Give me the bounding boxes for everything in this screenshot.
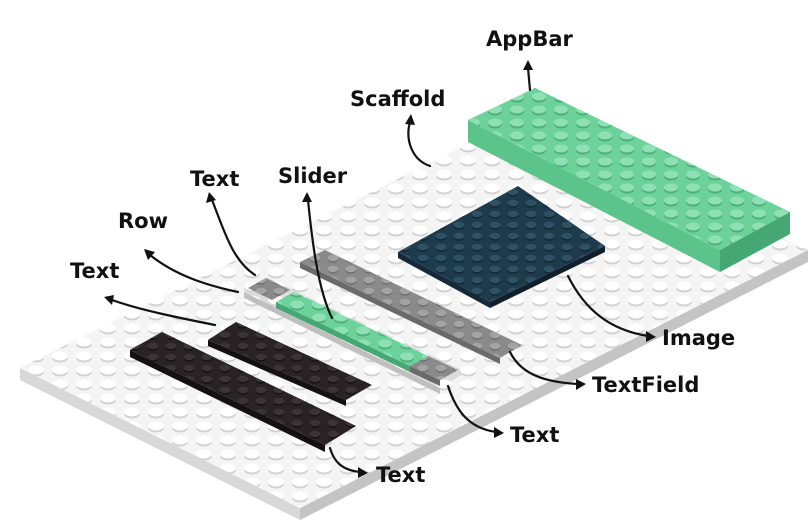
textfield-plate-studs xyxy=(300,250,522,358)
baseplate-side-left xyxy=(20,368,300,520)
text-top-brick-studs xyxy=(248,278,290,300)
text-mid-brick-studs xyxy=(410,356,458,380)
arrow-textfield xyxy=(508,350,580,386)
appbar-brick-side-right xyxy=(720,212,790,272)
arrows xyxy=(104,60,656,478)
arrowhead-textfield xyxy=(576,379,586,390)
arrow-row xyxy=(148,253,240,294)
appbar-brick xyxy=(468,88,790,272)
arrow-appbar xyxy=(526,66,532,92)
text-top-brick xyxy=(248,278,290,300)
label-slider: Slider xyxy=(278,164,348,188)
arrow-text-left xyxy=(110,298,217,327)
text-left-brick-side xyxy=(208,340,346,406)
arrowhead-image xyxy=(646,331,656,342)
text-bottom-brick-side xyxy=(130,350,325,452)
textfield-plate-side xyxy=(300,262,500,364)
arrowhead-row xyxy=(144,249,155,260)
text-left-brick-studs xyxy=(208,322,372,400)
label-text-top: Text xyxy=(190,167,239,191)
image-plate-side xyxy=(398,252,490,308)
text-bottom-brick-studs xyxy=(130,332,356,445)
arrowhead-text-bottom xyxy=(358,467,368,478)
label-appbar: AppBar xyxy=(486,27,573,51)
image-plate-side-right xyxy=(490,246,605,308)
arrowhead-text-mid xyxy=(494,427,504,438)
arrowhead-text-top xyxy=(206,192,216,203)
arrowhead-appbar xyxy=(523,60,533,70)
arrow-image xyxy=(566,274,650,338)
slider-brick-studs xyxy=(276,292,428,366)
label-row: Row xyxy=(118,209,168,233)
labels: AppBar Scaffold Text Slider Row Text Ima… xyxy=(70,27,735,487)
text-mid-brick xyxy=(410,356,458,386)
arrowhead-slider xyxy=(302,192,312,202)
arrow-text-bottom xyxy=(328,446,362,474)
arrowhead-text-left xyxy=(104,295,114,305)
arrow-scaffold xyxy=(407,120,432,168)
slider-brick-side xyxy=(276,302,410,372)
text-mid-brick-side xyxy=(410,366,440,386)
arrow-slider xyxy=(306,198,334,320)
appbar-brick-side-left xyxy=(468,120,720,272)
baseplate-side-right xyxy=(300,250,808,520)
arrow-text-top xyxy=(210,198,257,277)
label-text-bottom: Text xyxy=(376,463,425,487)
arrow-text-mid xyxy=(446,384,498,434)
slider-brick xyxy=(276,292,428,372)
label-text-left: Text xyxy=(70,259,119,283)
image-plate xyxy=(398,186,605,308)
text-left-brick xyxy=(208,322,372,406)
label-image: Image xyxy=(662,326,735,350)
text-bottom-brick xyxy=(130,332,356,452)
appbar-brick-studs xyxy=(468,88,790,250)
label-textfield: TextField xyxy=(592,373,699,397)
textfield-plate xyxy=(300,250,522,364)
row-plate-side xyxy=(244,292,440,394)
label-scaffold: Scaffold xyxy=(350,87,445,111)
label-text-mid: Text xyxy=(510,423,559,447)
image-plate-studs xyxy=(398,186,605,302)
arrowhead-scaffold xyxy=(405,114,415,125)
